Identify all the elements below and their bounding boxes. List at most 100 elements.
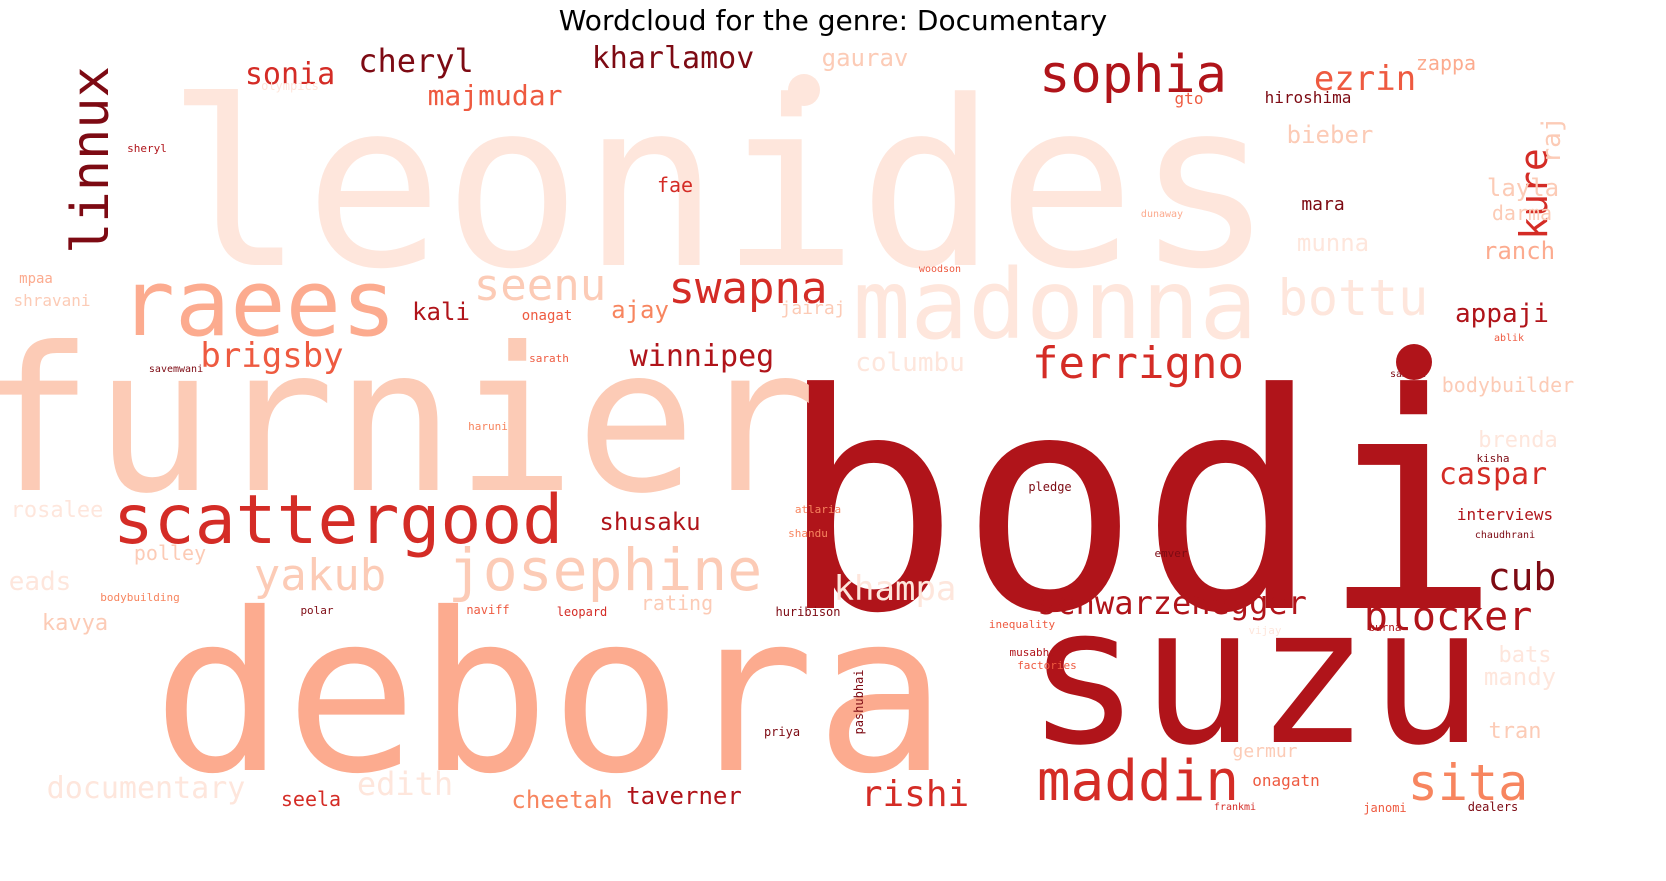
word-emver: emver: [1154, 547, 1187, 560]
word-bodybuilder: bodybuilder: [1442, 373, 1574, 397]
word-josephine: josephine: [448, 536, 762, 604]
word-sita: sita: [1408, 754, 1528, 812]
word-taverner: taverner: [626, 782, 742, 810]
word-onagat: onagat: [522, 308, 573, 324]
word-shandu: shandu: [788, 527, 828, 540]
word-suzu: suzu: [1026, 566, 1484, 787]
word-seela: seela: [281, 787, 341, 811]
word-sheryl: sheryl: [127, 142, 167, 155]
word-polar: polar: [300, 604, 333, 617]
word-ferrigno: ferrigno: [1032, 338, 1244, 389]
word-schwarzenegger: schwarzenegger: [1037, 584, 1307, 622]
word-savemwani: savemwani: [149, 364, 203, 375]
word-sophia: sophia: [1039, 45, 1227, 105]
word-swapna: swapna: [669, 263, 828, 314]
word-appaji: appaji: [1455, 299, 1549, 329]
word-blocker: blocker: [1364, 594, 1533, 640]
word-kure: kure: [1512, 148, 1556, 240]
word-columbu: columbu: [855, 348, 965, 378]
word-shusaku: shusaku: [599, 508, 700, 536]
word-cheetah: cheetah: [511, 786, 612, 814]
word-burna: burna: [1368, 621, 1401, 634]
word-pledge: pledge: [1028, 480, 1071, 494]
word-seenu: seenu: [474, 260, 606, 311]
word-raees: raees: [120, 250, 397, 357]
word-majmudar: majmudar: [428, 79, 563, 112]
word-germur: germur: [1232, 741, 1297, 762]
word-bodi: bodi: [779, 330, 1501, 679]
word-onagatn: onagatn: [1252, 771, 1319, 790]
word-brenda: brenda: [1478, 428, 1557, 453]
figure-title: Wordcloud for the genre: Documentary: [558, 4, 1108, 37]
word-rating: rating: [641, 591, 713, 615]
word-madonna: madonna: [853, 249, 1258, 361]
word-olympics: olympics: [261, 79, 319, 93]
word-rishi: rishi: [861, 774, 969, 815]
decorative-dot: [788, 74, 820, 106]
word-mara: mara: [1301, 194, 1344, 215]
word-priya: priya: [764, 725, 800, 739]
decorative-dot: [1396, 344, 1432, 380]
word-kavya: kavya: [42, 611, 108, 636]
word-kisha: kisha: [1476, 452, 1509, 465]
word-mpaa: mpaa: [19, 271, 53, 287]
word-ajay: ajay: [611, 296, 669, 324]
word-huribison: huribison: [775, 605, 840, 619]
word-khampa: khampa: [834, 569, 957, 609]
word-musabhai: musabhai: [1010, 646, 1063, 659]
word-leopard: leopard: [557, 605, 608, 619]
word-cheryl: cheryl: [358, 42, 474, 80]
word-ezrin: ezrin: [1314, 59, 1416, 99]
word-kharlamov: kharlamov: [592, 41, 755, 76]
word-raj: raj: [1537, 117, 1567, 164]
word-ranch: ranch: [1483, 237, 1555, 265]
word-woodson: woodson: [919, 264, 961, 275]
word-naviff: naviff: [466, 603, 509, 617]
word-tran: tran: [1489, 719, 1542, 744]
word-chaudhrani: chaudhrani: [1475, 530, 1535, 541]
word-documentary: documentary: [47, 771, 246, 806]
word-caspar: caspar: [1439, 457, 1547, 492]
word-factories: factories: [1017, 659, 1077, 672]
word-janomi: janomi: [1363, 801, 1406, 815]
word-polley: polley: [134, 541, 206, 565]
word-cub: cub: [1488, 555, 1557, 599]
word-sarath: sarath: [529, 352, 569, 365]
word-kali: kali: [412, 298, 470, 326]
word-sonia: sonia: [245, 57, 335, 92]
word-edith: edith: [357, 765, 453, 803]
word-munna: munna: [1297, 229, 1369, 257]
word-interviews: interviews: [1457, 505, 1553, 524]
word-darma: darma: [1492, 201, 1552, 225]
word-haruni: haruni: [468, 420, 508, 433]
word-bodybuilding: bodybuilding: [100, 591, 179, 604]
word-ablik: ablik: [1494, 333, 1524, 344]
word-dealers: dealers: [1468, 800, 1519, 814]
word-debora: debora: [153, 566, 948, 822]
word-shravani: shravani: [13, 291, 90, 310]
word-hiroshima: hiroshima: [1265, 88, 1352, 107]
word-dunaway: dunaway: [1141, 209, 1183, 220]
word-brigsby: brigsby: [200, 336, 343, 376]
word-maddin: maddin: [1037, 749, 1239, 814]
word-vijay: vijay: [1248, 624, 1281, 637]
word-inequality: inequality: [989, 618, 1056, 631]
word-linnux: linnux: [61, 66, 121, 254]
word-jairaj: jairaj: [780, 298, 845, 319]
word-gto: gto: [1175, 89, 1204, 108]
word-zappa: zappa: [1416, 51, 1476, 75]
word-bieber: bieber: [1287, 121, 1374, 149]
word-yakub: yakub: [254, 550, 386, 601]
word-bottu: bottu: [1278, 269, 1429, 327]
word-fae: fae: [657, 173, 693, 197]
word-layla: layla: [1487, 174, 1559, 202]
word-rosalee: rosalee: [11, 498, 104, 523]
word-scattergood: scattergood: [113, 481, 563, 560]
word-mandy: mandy: [1484, 663, 1556, 691]
word-pashubhai: pashubhai: [852, 669, 866, 734]
word-bats: bats: [1499, 643, 1552, 668]
word-atlaria: atlaria: [795, 503, 841, 516]
